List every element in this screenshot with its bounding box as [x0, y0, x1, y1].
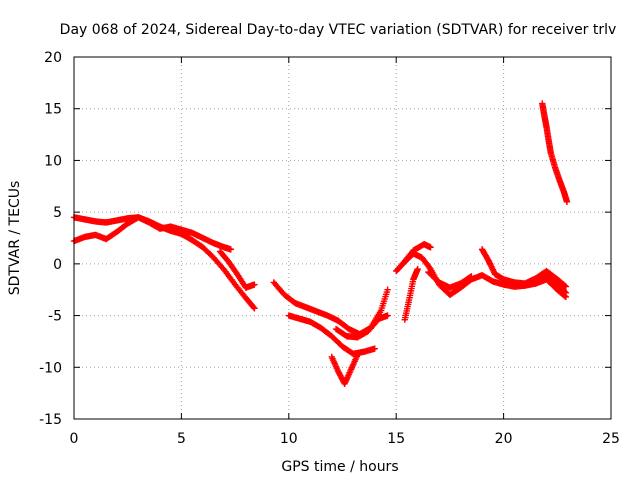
- data-marks: [70, 100, 571, 388]
- data-point: [561, 292, 569, 300]
- data-point: [466, 273, 474, 281]
- y-axis-label: SDTVAR / TECUs: [7, 181, 23, 296]
- data-point: [251, 281, 258, 288]
- data-point: [562, 283, 570, 290]
- plot-frame: [73, 56, 612, 420]
- x-tick-label: 0: [70, 431, 79, 447]
- series-track-c: [216, 248, 258, 291]
- x-tick-label: 15: [387, 431, 405, 447]
- series-track-k: [425, 268, 475, 291]
- data-point: [562, 293, 570, 301]
- data-point: [354, 351, 361, 359]
- data-point: [561, 282, 569, 290]
- x-tick-label: 25: [602, 431, 620, 447]
- series-track-d: [270, 279, 391, 338]
- data-point: [250, 303, 257, 311]
- data-point: [384, 286, 391, 293]
- y-tick-label: -15: [39, 412, 62, 428]
- data-point: [371, 345, 378, 352]
- axis-ticks: [73, 56, 612, 420]
- series-track-h: [401, 265, 421, 323]
- data-point: [427, 244, 434, 251]
- y-tick-label: 5: [53, 205, 62, 221]
- data-point: [227, 246, 235, 253]
- grid: [74, 57, 611, 419]
- y-tick-labels: -15 -10 -5 0 5 10 15 20: [39, 50, 62, 428]
- series-track-f: [328, 351, 361, 388]
- y-tick-label: -10: [39, 360, 62, 376]
- series-track-m: [500, 276, 570, 301]
- data-point: [563, 198, 571, 205]
- data-point: [468, 273, 475, 280]
- x-tick-label: 20: [495, 431, 513, 447]
- y-tick-label: 10: [44, 153, 62, 169]
- series-track-j: [399, 241, 434, 268]
- data-point: [251, 305, 258, 312]
- y-tick-label: 15: [44, 102, 62, 118]
- y-tick-label: 0: [53, 257, 62, 273]
- x-tick-label: 10: [280, 431, 298, 447]
- data-point: [384, 312, 391, 319]
- x-tick-labels: 0 5 10 15 20 25: [70, 431, 620, 447]
- series-track-b: [70, 214, 235, 253]
- chart-title: Day 068 of 2024, Sidereal Day-to-day VTE…: [60, 22, 617, 38]
- series-track-n: [539, 100, 571, 205]
- data-point: [414, 265, 421, 273]
- y-tick-label: -5: [48, 309, 62, 325]
- y-tick-label: 20: [44, 50, 62, 66]
- x-axis-label: GPS time / hours: [281, 459, 398, 475]
- series-track-g: [332, 312, 391, 341]
- x-tick-label: 5: [177, 431, 186, 447]
